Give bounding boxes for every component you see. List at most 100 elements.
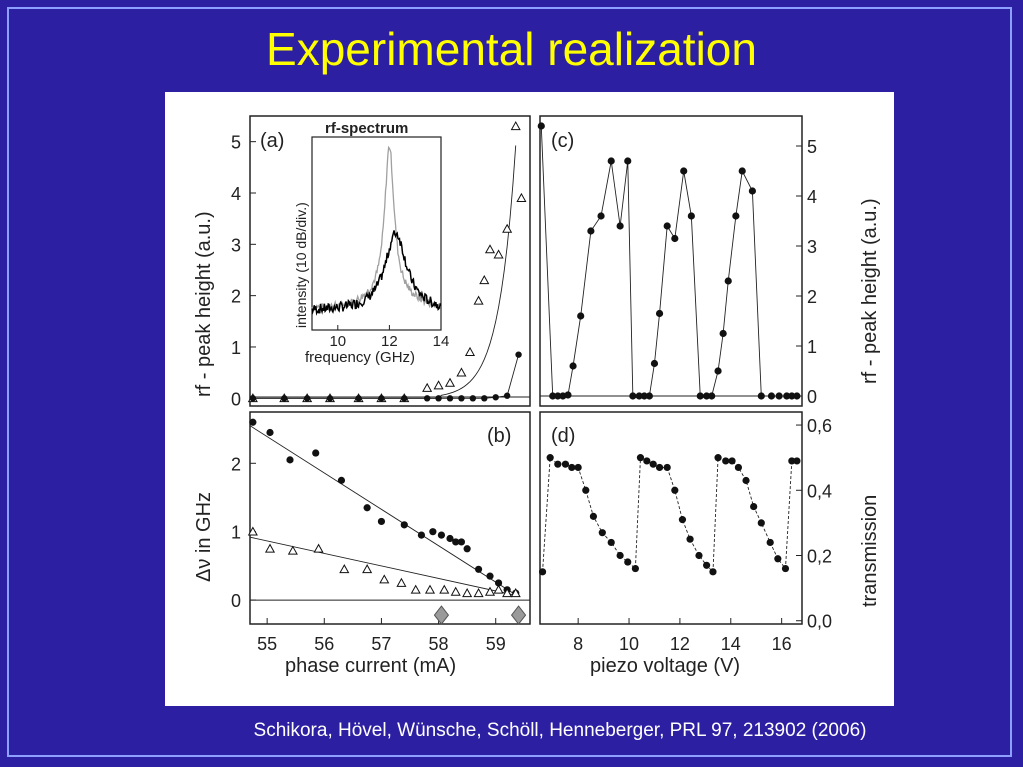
panel-d-circle — [574, 463, 582, 472]
panel-d-circle — [631, 564, 639, 573]
panel-c-circle — [783, 392, 791, 400]
panel-b-circle — [446, 534, 454, 543]
panel-c-circles — [537, 122, 801, 400]
panel-a-circle — [401, 395, 408, 402]
panel-b-circle — [494, 579, 503, 587]
panel-b-circle — [400, 521, 408, 529]
xtick-label: 57 — [371, 634, 391, 654]
panel-a-frame — [249, 115, 531, 407]
panel-b-frame — [249, 411, 531, 625]
xtick-label: 58 — [429, 634, 449, 654]
panel-b-triangle — [379, 574, 390, 584]
panel-c-circle — [663, 222, 671, 230]
panel-c-circle — [569, 362, 577, 370]
panel-b-diamond-markers — [433, 605, 527, 625]
ytick-label: 4 — [807, 187, 817, 207]
panel-b-circle — [249, 418, 257, 426]
panel-d-circle — [607, 538, 615, 547]
panel-a-triangle — [422, 382, 433, 392]
ytick-label: 0,2 — [807, 547, 832, 567]
ytick-label: 2 — [231, 454, 241, 474]
panel-a-yticks: 0 1 2 3 4 5 — [231, 133, 256, 409]
panel-c-yticks: 0 1 2 3 4 5 — [796, 137, 817, 407]
panel-c-circle — [708, 392, 716, 400]
panel-b-triangle — [473, 587, 484, 598]
panel-c-label: (c) — [551, 130, 574, 152]
panel-a-circle — [458, 395, 465, 402]
inset-xtick-label: 12 — [381, 333, 398, 350]
ytick-label: 4 — [231, 184, 241, 204]
panel-c-circle — [640, 392, 648, 400]
panel-d-circle — [703, 561, 711, 569]
panel-b-circle — [417, 531, 426, 539]
panel-a-triangle — [516, 192, 527, 202]
panel-c-circle — [757, 392, 765, 400]
panel-c-circle — [732, 212, 740, 220]
panel-c-circle — [719, 329, 727, 338]
panel-c-circle — [607, 157, 615, 165]
panel-a-triangle — [484, 244, 496, 254]
panel-c-circle — [629, 392, 637, 400]
panel-c-circle — [577, 312, 585, 320]
panel-b-triangle — [247, 526, 258, 536]
panel-d-circle — [554, 460, 562, 468]
panel-c-circle — [635, 392, 643, 400]
inset-xtick-label: 14 — [433, 333, 450, 350]
panel-a-circles — [249, 351, 522, 402]
panel-d-circle — [589, 512, 598, 520]
inset-xlabel: frequency (GHz) — [305, 349, 415, 366]
inset-ylabel: intensity (10 dB/div.) — [293, 202, 309, 328]
panel-b-triangle — [396, 577, 407, 587]
panel-c-frame — [539, 115, 803, 407]
diamond-marker — [510, 605, 527, 625]
panel-d-circle — [774, 555, 782, 563]
xtick-label: 12 — [670, 634, 690, 654]
panel-d-circle — [616, 551, 624, 560]
panel-b-circle — [452, 538, 460, 546]
panel-a-triangle — [479, 275, 490, 285]
panel-d-circle — [636, 454, 645, 462]
ytick-label: 0 — [231, 389, 241, 409]
panel-d-xlabel: piezo voltage (V) — [590, 655, 740, 677]
panel-b-triangle — [439, 584, 450, 594]
panel-b-triangle — [424, 584, 436, 594]
panel-c-circle — [680, 167, 688, 175]
panel-b-triangles — [247, 526, 521, 598]
panel-c: (c) 0 1 2 3 4 5 rf - peak height (a.u.) — [537, 115, 881, 407]
panel-d-circle — [695, 551, 703, 560]
panel-c-circle — [537, 122, 545, 130]
panel-d-circle — [678, 516, 687, 524]
panel-c-circle — [616, 222, 624, 230]
panel-c-circle — [724, 277, 732, 285]
ytick-label: 3 — [231, 235, 241, 255]
panel-a-triangle — [456, 367, 467, 377]
panel-c-circle — [687, 212, 695, 220]
panel-d-circle — [671, 486, 679, 494]
panel-d-yticks: 0,0 0,2 0,4 0,6 — [796, 416, 832, 632]
panel-a-triangle — [473, 295, 484, 305]
citation: Schikora, Hövel, Wünsche, Schöll, Henneb… — [253, 720, 867, 741]
panel-c-circle — [775, 392, 783, 400]
panel-b-triangle — [313, 543, 324, 553]
panel-b-circles — [249, 418, 520, 597]
panel-c-circle — [767, 392, 776, 400]
panel-d-circle — [655, 463, 664, 472]
panel-a-circle — [378, 395, 385, 402]
panel-b-triangle — [264, 543, 276, 553]
ytick-label: 3 — [807, 237, 817, 257]
ytick-label: 1 — [231, 338, 241, 358]
panel-d-circle — [598, 529, 606, 537]
panel-b-triangle — [510, 587, 521, 598]
panel-d-circle — [728, 457, 736, 465]
panel-d-circle — [766, 538, 774, 547]
ytick-label: 0,0 — [807, 612, 832, 632]
panel-a-circle — [355, 395, 362, 402]
panel-b-circle — [437, 531, 446, 539]
ytick-label: 5 — [807, 137, 817, 157]
xtick-label: 10 — [619, 634, 639, 654]
panel-b: (b) 0 1 2 55 56 57 58 59 Δν in GHz phase curre… — [193, 411, 531, 677]
panel-c-circle — [714, 367, 722, 375]
inset: rf-spectrum 10 12 14 frequency (GHz) inten… — [293, 120, 449, 366]
panel-b-circle — [429, 528, 437, 536]
